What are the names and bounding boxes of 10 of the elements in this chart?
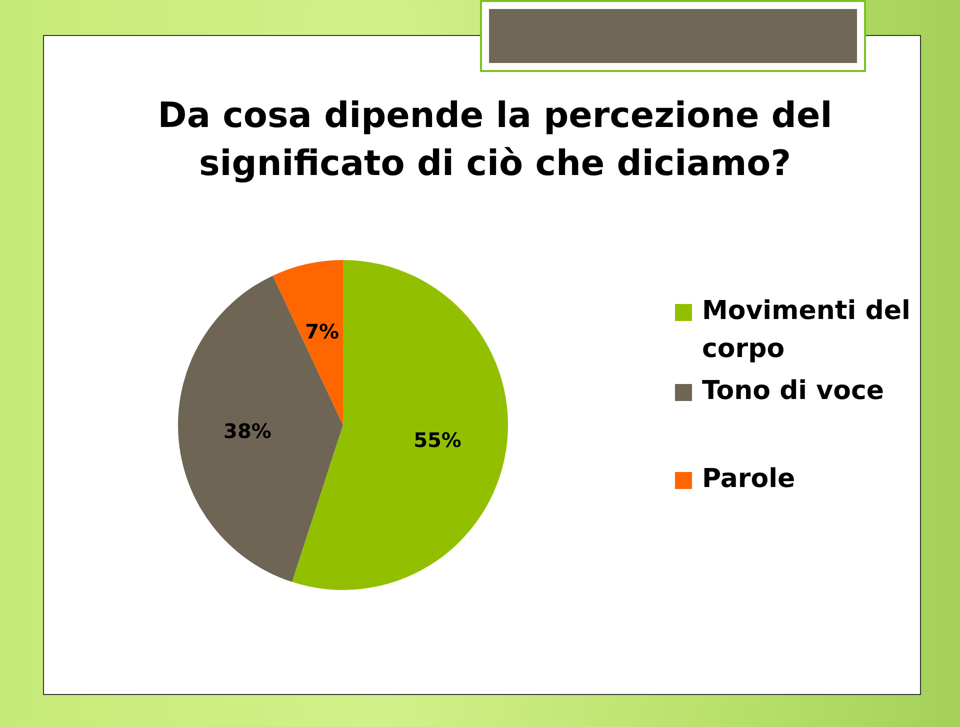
legend-label: Tono di voce — [702, 375, 884, 408]
pie-slice — [292, 260, 508, 590]
data-label: 55% — [414, 428, 462, 452]
legend-label: Movimenti del corpo — [702, 295, 912, 366]
data-label: 7% — [305, 320, 340, 344]
data-label: 38% — [224, 419, 272, 444]
legend-label: Parole — [702, 463, 796, 496]
chart-title: Da cosa dipende la percezione del significato di ciò che diciamo? — [156, 95, 834, 186]
pie-slice — [272, 260, 343, 425]
pie-slice — [178, 276, 343, 582]
